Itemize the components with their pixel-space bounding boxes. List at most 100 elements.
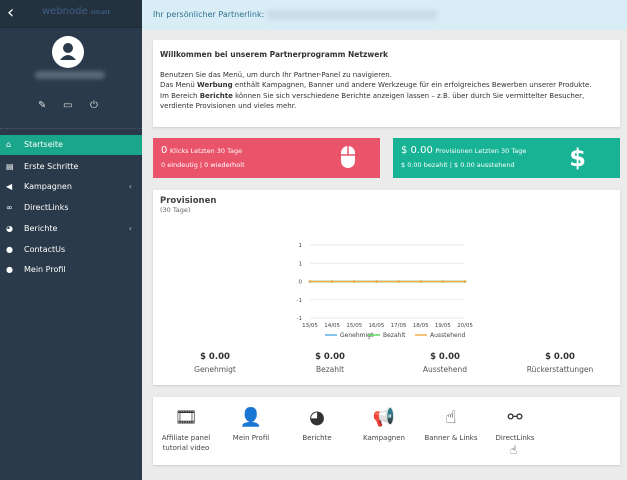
divider	[0, 128, 142, 129]
data-point	[375, 280, 378, 283]
total-value: $ 0.00	[315, 352, 345, 362]
book-icon: ▤	[6, 162, 14, 171]
clicks-label: Klicks Letzten 30 Tage	[169, 147, 243, 155]
shortcut-mein-profil[interactable]: 👤 Mein Profil	[216, 407, 286, 443]
shortcut-label: Affiliate panel tutorial video	[161, 434, 211, 452]
mouse-icon	[340, 145, 356, 175]
shortcut-label: DirectLinks	[495, 434, 535, 442]
x-tick-label: 13/05	[302, 323, 318, 329]
power-icon[interactable]: ⏻	[90, 100, 98, 111]
legend-label: Genehmigt	[340, 332, 374, 339]
shortcut-kampagnen[interactable]: 📢 Kampagnen	[349, 407, 419, 443]
total-label: Genehmigt	[194, 365, 236, 374]
shortcut-berichte[interactable]: ◕ Berichte	[282, 407, 352, 443]
commissions-card: $ 0.00 Provisionen Letzten 30 Tage $ 0.0…	[393, 138, 620, 178]
x-tick-label: 16/05	[368, 323, 384, 329]
total-genehmigt: $ 0.00 Genehmigt	[160, 352, 270, 374]
pie-chart-icon: ◕	[309, 407, 325, 428]
welcome-card: Willkommen bei unserem Partnerprogramm N…	[153, 40, 620, 127]
shortcut-tutorial-video[interactable]: 🎞 Affiliate panel tutorial video	[151, 407, 221, 453]
link-icon: ∞	[6, 203, 13, 212]
text-bold: Werbung	[197, 81, 233, 89]
avatar[interactable]	[52, 36, 84, 68]
shortcut-label: Kampagnen	[363, 434, 405, 442]
welcome-line: Im Bereich Berichte können Sie sich vers…	[160, 91, 613, 112]
logo: webnode AFFILIATE	[42, 6, 110, 17]
sidebar-item-label: Erste Schritte	[24, 162, 79, 171]
data-point	[330, 280, 334, 283]
dollar-icon: $	[569, 144, 586, 172]
sidebar-item-kampagnen[interactable]: ◀ Kampagnen ‹	[0, 177, 142, 197]
y-tick-label: 1	[299, 243, 303, 249]
sidebar-item-contactus[interactable]: ● ContactUs	[0, 240, 142, 260]
logo-text: webnode	[42, 6, 88, 17]
sidebar-item-label: ContactUs	[24, 245, 66, 254]
monitor-icon[interactable]: ▭	[63, 100, 73, 111]
data-point	[463, 280, 467, 283]
chevron-left-icon: ‹	[128, 224, 132, 233]
sidebar-item-directlinks[interactable]: ∞ DirectLinks	[0, 198, 142, 218]
sidebar-item-berichte[interactable]: ◕ Berichte ‹	[0, 219, 142, 239]
text: Im Bereich	[160, 91, 200, 100]
commissions-sub: $ 0.00 bezahlt | $ 0.00 ausstehend	[401, 161, 515, 169]
total-value: $ 0.00	[545, 352, 575, 362]
y-tick-label: -1	[297, 298, 302, 304]
shortcut-banner-links[interactable]: ☝ Banner & Links	[416, 407, 486, 443]
text: Das Menü	[160, 81, 197, 89]
total-label: Ausstehend	[422, 365, 468, 374]
sidebar: ‹ webnode AFFILIATE ✎ ▭ ⏻ ⌂ Startseite ▤ E…	[0, 0, 142, 480]
sidebar-item-label: Kampagnen	[24, 182, 72, 191]
home-icon: ⌂	[6, 140, 12, 149]
welcome-line: Das Menü Werbung enthält Kampagnen, Bann…	[160, 80, 613, 91]
total-value: $ 0.00	[430, 352, 460, 362]
pointer-hand-icon: ☝	[445, 407, 457, 428]
total-label: Rückerstattungen	[526, 365, 594, 374]
shortcut-label: Mein Profil	[232, 434, 270, 442]
data-point	[441, 280, 445, 283]
y-tick-label: 0	[299, 280, 303, 286]
welcome-title: Willkommen bei unserem Partnerprogramm N…	[160, 50, 389, 59]
pie-icon: ◕	[6, 224, 13, 233]
chart-subtitle: (30 Tage)	[160, 206, 191, 214]
chevron-left-icon[interactable]: ‹	[7, 2, 15, 23]
y-tick-label: 1	[299, 261, 303, 267]
partner-link-bar: Ihr persönlicher Partnerlink:	[142, 0, 627, 30]
legend-label: Ausstehend	[430, 332, 466, 339]
x-tick-label: 18/05	[413, 323, 429, 329]
video-icon: 🎞	[174, 407, 198, 428]
clicks-card: 0 Klicks Letzten 30 Tage 0 eindeutig | 0…	[153, 138, 380, 178]
legend-label: Bezahlt	[383, 332, 406, 339]
data-point	[308, 280, 312, 283]
text: können Sie sich verschiedene Berichte an…	[160, 91, 585, 111]
clicks-sub: 0 eindeutig | 0 wiederholt	[161, 161, 245, 169]
pencil-icon[interactable]: ✎	[38, 100, 47, 111]
total-label: Bezahlt	[315, 365, 345, 374]
sidebar-item-erste-schritte[interactable]: ▤ Erste Schritte	[0, 157, 142, 177]
sidebar-item-label: DirectLinks	[24, 203, 69, 212]
shortcut-label: Berichte	[302, 434, 332, 442]
data-point	[419, 280, 423, 283]
provisionen-card: 1 1 0 -1 -1 13/05 14/05 15/05 16/05 17/05 18/05 19/…	[153, 190, 620, 385]
sidebar-item-mein-profil[interactable]: ● Mein Profil	[0, 260, 142, 280]
shortcut-label: Banner & Links	[424, 434, 478, 442]
chart-title: Provisionen	[160, 196, 217, 206]
sidebar-header: ‹ webnode AFFILIATE	[0, 0, 142, 28]
logo-sub: AFFILIATE	[90, 10, 111, 15]
data-point	[397, 280, 400, 283]
link-icon: ⚯	[507, 407, 523, 428]
commissions-label: Provisionen Letzten 30 Tage	[435, 147, 527, 155]
data-point	[352, 280, 356, 283]
x-tick-label: 17/05	[391, 323, 407, 329]
shortcut-directlinks[interactable]: ⚯ DirectLinks	[480, 407, 550, 443]
sidebar-item-label: Berichte	[24, 224, 58, 233]
bullhorn-icon: ◀	[6, 182, 13, 191]
shortcuts-card: 🎞 Affiliate panel tutorial video 👤 Mein Pr…	[153, 397, 620, 465]
partner-link-value[interactable]	[266, 9, 437, 20]
x-tick-label: 14/05	[324, 323, 340, 329]
sidebar-item-startseite[interactable]: ⌂ Startseite	[0, 135, 142, 155]
chevron-left-icon: ‹	[128, 182, 132, 191]
commissions-value: $ 0.00	[401, 145, 433, 156]
text: enthält Kampagnen, Banner und andere Wer…	[232, 81, 592, 89]
user-icon: ●	[6, 265, 13, 274]
x-tick-label: 20/05	[457, 323, 473, 329]
